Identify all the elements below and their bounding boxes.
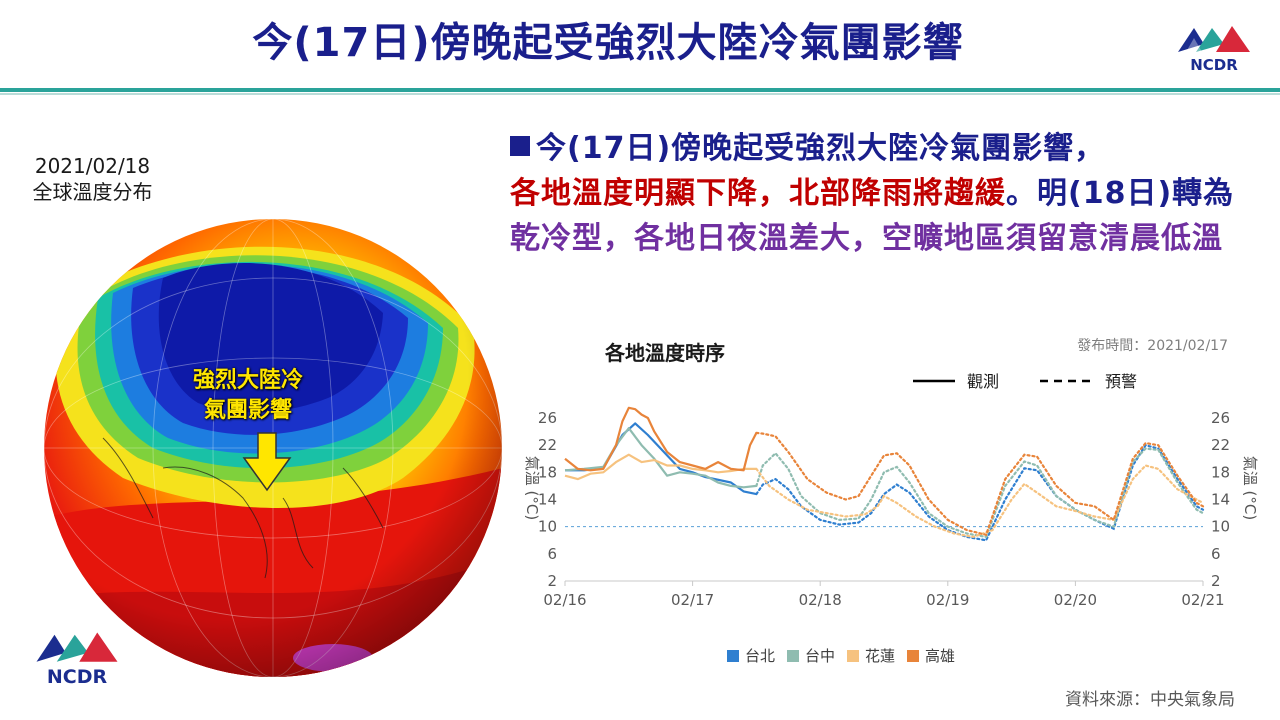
y-tick-label-left: 2: [547, 572, 557, 590]
arrow-down-icon: [242, 432, 292, 492]
map-caption-text: 全球溫度分布: [32, 180, 153, 204]
series-observed-高雄: [564, 406, 758, 472]
y-tick-label-left: 6: [547, 545, 557, 563]
cold-air-label: 強烈大陸冷 氣團影響: [168, 366, 328, 426]
y-tick-label-right: 6: [1211, 545, 1221, 563]
y-tick-label-right: 2: [1211, 572, 1221, 590]
legend-series-label: 花蓮: [865, 647, 895, 665]
ncdr-mountain-icon: [36, 632, 118, 662]
page-title: 今(17日)傍晚起受強烈大陸冷氣團影響: [252, 20, 964, 66]
summary-bullet: 今(17日)傍晚起受強烈大陸冷氣團影響， 各地溫度明顯下降，北部降雨將趨緩。明(1…: [510, 126, 1250, 261]
x-tick-label: 02/21: [1181, 591, 1224, 609]
ncdr-logo-bottom: NCDR: [32, 628, 122, 688]
data-source: 資料來源：中央氣象局: [1065, 690, 1235, 710]
ncdr-logo-text: NCDR: [1190, 56, 1238, 74]
series-forecast-高雄: [755, 431, 1205, 537]
legend-swatch: [907, 650, 919, 662]
y-tick-label-left: 26: [538, 409, 557, 427]
y-tick-label-right: 14: [1211, 491, 1230, 509]
header-divider-shadow: [0, 93, 1280, 95]
summary-highlight-red: 各地溫度明顯下降，北部降雨將趨緩: [510, 176, 1006, 211]
legend-solid-label: 觀測: [967, 372, 999, 391]
y-axis-label-left: 氣溫 (°C): [523, 456, 541, 520]
ncdr-mountain-icon: [1178, 26, 1250, 52]
x-tick-label: 02/19: [926, 591, 969, 609]
series-observed-台北: [565, 422, 757, 496]
x-tick-label: 02/20: [1054, 591, 1097, 609]
header-divider: [0, 88, 1280, 92]
legend-series-label: 高雄: [925, 647, 955, 665]
summary-part1: 今(17日)傍晚起受強烈大陸冷氣團影響，: [536, 131, 1106, 166]
series-observed-台中: [564, 427, 757, 489]
temperature-timeseries-chart: 各地溫度時序 發布時間：2021/02/17 觀測 預警 氣溫 (°C) 氣溫 …: [523, 338, 1259, 665]
map-caption: 2021/02/18 全球溫度分布: [0, 153, 185, 205]
ncdr-logo-top: NCDR: [1176, 22, 1252, 74]
chart-publish-time: 發布時間：2021/02/17: [1077, 338, 1228, 354]
y-tick-label-right: 18: [1211, 463, 1230, 481]
y-tick-label-left: 14: [538, 491, 557, 509]
y-tick-label-right: 26: [1211, 409, 1230, 427]
bullet-square-icon: [510, 136, 530, 156]
cold-air-label-line2: 氣團影響: [203, 398, 292, 423]
chart-legend-style: 觀測 預警: [913, 372, 1137, 391]
summary-part3: 。明(18日)轉為: [1006, 176, 1235, 211]
global-temperature-globe: [44, 219, 502, 677]
y-tick-label-left: 22: [538, 436, 557, 454]
legend-dashed-label: 預警: [1105, 372, 1137, 391]
y-tick-label-right: 22: [1211, 436, 1230, 454]
y-tick-label-left: 10: [538, 518, 557, 536]
legend-series-label: 台北: [745, 647, 775, 665]
x-tick-label: 02/17: [671, 591, 714, 609]
legend-series-label: 台中: [805, 647, 835, 665]
chart-title: 各地溫度時序: [604, 341, 725, 365]
series-observed-花蓮: [564, 453, 757, 481]
y-tick-label-left: 18: [538, 463, 557, 481]
x-tick-label: 02/18: [799, 591, 842, 609]
ncdr-logo-text: NCDR: [46, 666, 108, 688]
series-forecast-台中: [755, 447, 1205, 539]
summary-highlight-purple: 乾冷型，各地日夜溫差大，空曠地區須留意清晨低溫: [510, 221, 1223, 256]
series-forecast-花蓮: [755, 464, 1205, 539]
y-axis-label-right: 氣溫 (°C): [1241, 456, 1259, 520]
x-tick-label: 02/16: [543, 591, 586, 609]
legend-swatch: [787, 650, 799, 662]
legend-swatch: [727, 650, 739, 662]
series-forecast-台北: [755, 443, 1205, 542]
map-date: 2021/02/18: [34, 154, 151, 178]
legend-swatch: [847, 650, 859, 662]
cold-air-label-line1: 強烈大陸冷: [192, 368, 303, 393]
y-tick-label-right: 10: [1211, 518, 1230, 536]
